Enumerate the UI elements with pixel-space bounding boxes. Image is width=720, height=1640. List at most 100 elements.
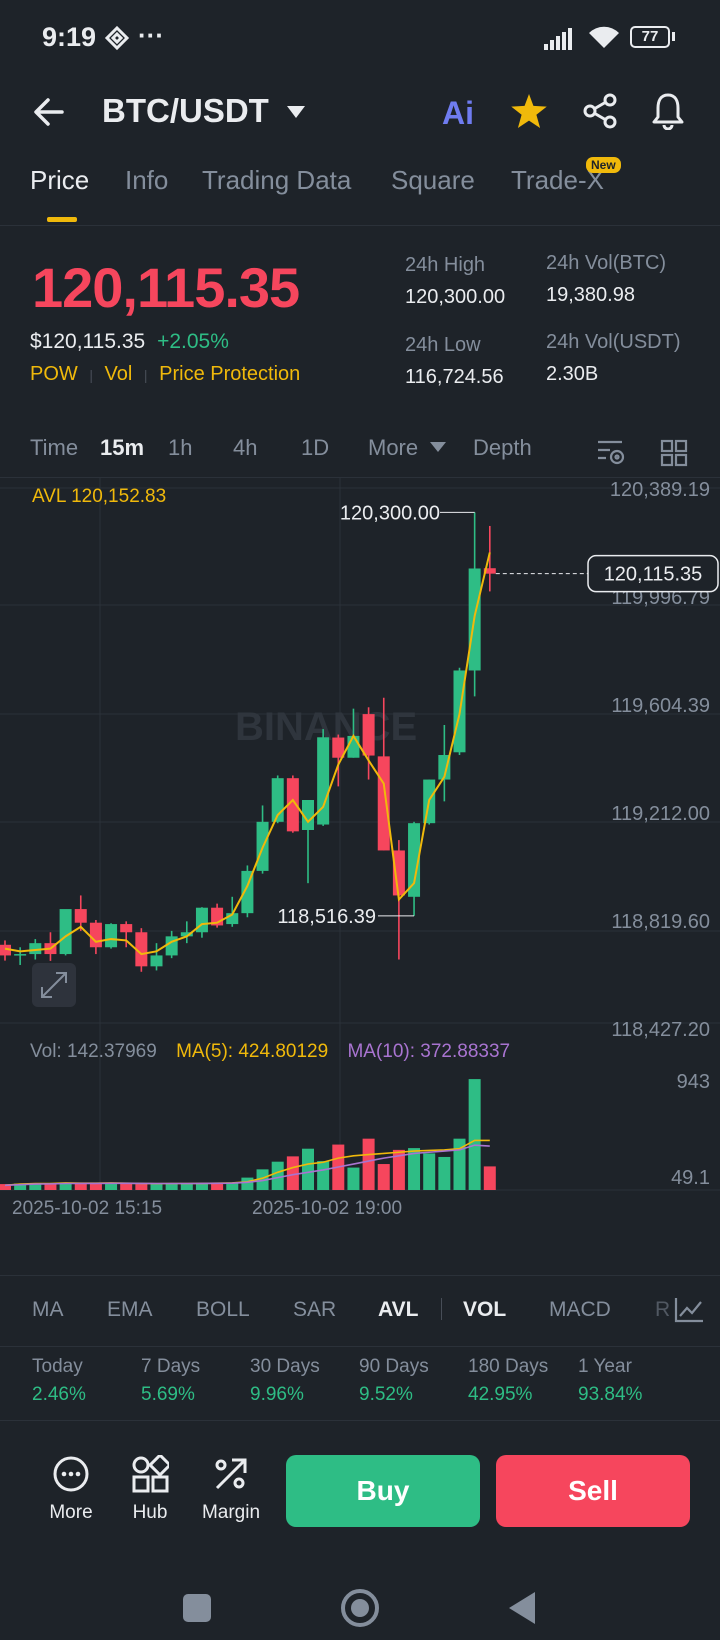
ma5-vol-label: MA(5): 424.80129 bbox=[176, 1041, 329, 1062]
perf-label: 1 Year bbox=[578, 1356, 632, 1377]
candle-body bbox=[59, 909, 72, 955]
candle-body bbox=[347, 735, 360, 758]
candle-body bbox=[165, 936, 178, 956]
tag-separator: | bbox=[89, 367, 93, 383]
tag-pow[interactable]: POW bbox=[30, 363, 78, 385]
volume-bar bbox=[453, 1138, 466, 1190]
timeframe-bar: Time 15m 1h 4h 1D More Depth bbox=[0, 425, 720, 473]
margin-action[interactable]: Margin bbox=[196, 1455, 266, 1525]
volume-bar bbox=[302, 1148, 314, 1190]
more-circle-icon bbox=[53, 1456, 89, 1492]
home-button[interactable] bbox=[340, 1588, 380, 1628]
candle-body bbox=[89, 922, 102, 948]
volume-axis-label: 49.1 bbox=[671, 1167, 710, 1189]
avl-line bbox=[4, 552, 491, 956]
tf-time[interactable]: Time bbox=[30, 435, 79, 460]
volume-bar bbox=[392, 1149, 405, 1190]
candle-body bbox=[362, 714, 375, 756]
more-action[interactable]: More bbox=[40, 1455, 102, 1525]
indicator-chart-icon[interactable] bbox=[673, 1296, 705, 1324]
volume-bar bbox=[14, 1183, 27, 1190]
volume-bar bbox=[120, 1183, 133, 1190]
volume-bar bbox=[483, 1166, 496, 1190]
avl-label: AVL 120,152.83 bbox=[32, 486, 167, 507]
usd-price: $120,115.35 bbox=[30, 330, 146, 353]
ind-boll[interactable]: BOLL bbox=[196, 1298, 250, 1321]
price-axis-label: 120,389.19 bbox=[610, 479, 710, 501]
ind-avl[interactable]: AVL bbox=[378, 1298, 419, 1321]
share-icon[interactable] bbox=[582, 93, 618, 129]
candle-body bbox=[226, 913, 239, 925]
ind-sar[interactable]: SAR bbox=[293, 1298, 337, 1321]
perf-value: 5.69% bbox=[141, 1384, 195, 1405]
tf-1d[interactable]: 1D bbox=[301, 435, 330, 460]
tf-4h[interactable]: 4h bbox=[233, 435, 258, 460]
candle-body bbox=[180, 932, 193, 937]
ind-r[interactable]: R bbox=[655, 1298, 671, 1321]
candle-body bbox=[74, 909, 87, 923]
current-price-value: 120,115.35 bbox=[604, 564, 703, 586]
candle-body bbox=[286, 778, 299, 832]
tag-price-protection[interactable]: Price Protection bbox=[159, 363, 301, 385]
expand-chart-button[interactable] bbox=[32, 963, 76, 1007]
tab-trading-data[interactable]: Trading Data bbox=[202, 165, 352, 195]
asset-tags: POW | Vol | Price Protection bbox=[30, 363, 300, 386]
ai-icon[interactable]: Ai bbox=[442, 95, 474, 131]
back-button[interactable] bbox=[507, 1590, 537, 1626]
price-change: +2.05% bbox=[157, 330, 229, 353]
favorite-star-icon[interactable] bbox=[511, 94, 547, 128]
tab-price[interactable]: Price bbox=[30, 165, 90, 195]
hub-label: Hub bbox=[132, 1502, 168, 1523]
buy-button[interactable]: Buy bbox=[286, 1455, 480, 1527]
perf-label: 90 Days bbox=[359, 1356, 429, 1377]
ma10-volume-line bbox=[4, 1144, 490, 1187]
tf-more[interactable]: More bbox=[368, 435, 419, 460]
tag-separator: | bbox=[143, 367, 148, 383]
back-arrow-icon[interactable] bbox=[32, 95, 66, 129]
tf-depth[interactable]: Depth bbox=[473, 435, 532, 460]
candle-body bbox=[150, 955, 163, 967]
binance-logo-icon bbox=[104, 25, 130, 51]
grid-layout-icon[interactable] bbox=[660, 439, 688, 467]
signal-icon bbox=[544, 28, 572, 50]
tab-square[interactable]: Square bbox=[391, 165, 475, 195]
perf-label: Today bbox=[32, 1356, 83, 1377]
status-more-dots: ··· bbox=[138, 20, 164, 50]
ind-vol[interactable]: VOL bbox=[463, 1298, 507, 1321]
margin-icon bbox=[215, 1458, 247, 1490]
volume-bar bbox=[362, 1138, 375, 1190]
kline-chart-svg[interactable]: BINANCE120,389.19119,996.79119,604.39119… bbox=[0, 478, 720, 1248]
tf-15m[interactable]: 15m bbox=[100, 435, 145, 460]
hub-action[interactable]: Hub bbox=[121, 1452, 179, 1525]
volume-bar bbox=[256, 1169, 269, 1190]
active-tab-indicator bbox=[47, 217, 77, 222]
ma10-vol-label: MA(10): 372.88337 bbox=[347, 1041, 511, 1062]
chart-settings-icon[interactable] bbox=[596, 439, 626, 467]
notification-bell-icon[interactable] bbox=[651, 92, 685, 130]
sell-button[interactable]: Sell bbox=[496, 1455, 690, 1527]
pair-title[interactable]: BTC/USDT bbox=[102, 92, 269, 129]
perf-label: 30 Days bbox=[250, 1356, 320, 1377]
volume-bar bbox=[44, 1183, 57, 1190]
candle-body bbox=[408, 823, 421, 897]
candle-body bbox=[332, 737, 345, 758]
perf-label: 7 Days bbox=[141, 1356, 201, 1377]
volume-bar bbox=[89, 1183, 102, 1190]
vol-usdt-label: 24h Vol(USDT) bbox=[546, 331, 681, 353]
more-chevron-icon[interactable] bbox=[430, 442, 446, 452]
last-price: 120,115.35 bbox=[32, 256, 300, 319]
tag-vol[interactable]: Vol bbox=[104, 363, 133, 385]
expand-icon bbox=[41, 972, 67, 998]
volume-bar bbox=[271, 1161, 284, 1190]
ind-ema[interactable]: EMA bbox=[107, 1298, 153, 1321]
candle-body bbox=[317, 737, 330, 825]
high-label: 24h High bbox=[405, 254, 486, 276]
kline-chart[interactable]: BINANCE 120,389.19 119,996.79 119,604.39 119… bbox=[0, 477, 720, 1248]
recent-apps-button[interactable] bbox=[183, 1594, 211, 1622]
ind-macd[interactable]: MACD bbox=[549, 1298, 611, 1321]
vol-btc-value: 19,380.98 bbox=[546, 284, 635, 306]
tf-1h[interactable]: 1h bbox=[168, 435, 193, 460]
chevron-down-icon[interactable] bbox=[286, 105, 306, 119]
tab-info[interactable]: Info bbox=[125, 165, 169, 195]
ind-ma[interactable]: MA bbox=[32, 1298, 64, 1321]
